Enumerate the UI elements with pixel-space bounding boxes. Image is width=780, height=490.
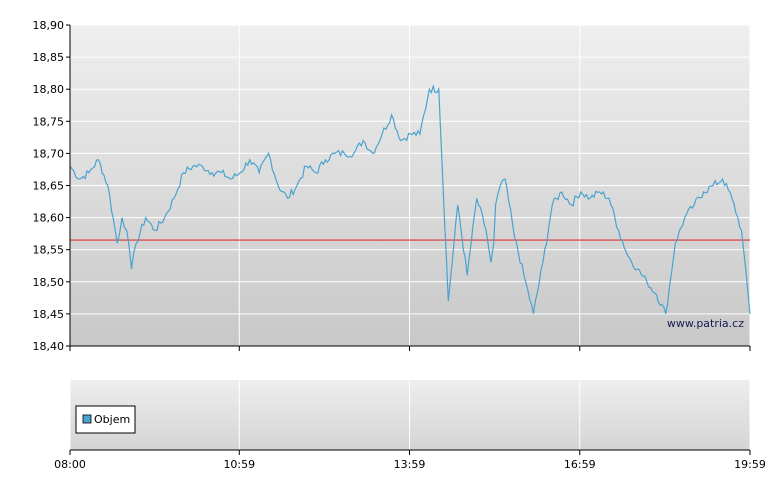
price-y-tick-label: 18,65 xyxy=(33,180,65,193)
price-y-tick-label: 18,45 xyxy=(33,308,65,321)
price-y-tick-label: 18,60 xyxy=(33,212,65,225)
price-y-tick-label: 18,40 xyxy=(33,340,65,353)
price-y-tick-label: 18,90 xyxy=(33,19,65,32)
x-tick-label: 19:59 xyxy=(734,458,766,471)
x-tick-label: 10:59 xyxy=(223,458,255,471)
volume-panel: 08:00 10:59 13:59 16:59 19:59 Objem xyxy=(54,380,766,471)
price-y-tick-label: 18,75 xyxy=(33,115,65,128)
volume-legend: Objem xyxy=(75,405,136,434)
watermark: www.patria.cz xyxy=(667,317,744,330)
x-tick-label: 13:59 xyxy=(394,458,426,471)
legend-label-objem: Objem xyxy=(94,413,130,426)
price-y-tick-label: 18,55 xyxy=(33,244,65,257)
legend-swatch-objem xyxy=(82,414,92,424)
price-y-tick-label: 18,85 xyxy=(33,51,65,64)
x-tick-label: 08:00 xyxy=(54,458,86,471)
volume-x-axis: 08:00 10:59 13:59 16:59 19:59 xyxy=(54,450,766,471)
volume-grid xyxy=(69,380,751,450)
price-series-line xyxy=(69,84,751,315)
price-panel: 18,90 18,85 18,80 18,75 18,70 18,65 18,60 18,55… xyxy=(33,19,751,353)
price-x-ticks xyxy=(69,346,751,351)
price-y-tick-label: 18,70 xyxy=(33,147,65,160)
x-tick-label: 16:59 xyxy=(564,458,596,471)
price-y-tick-label: 18,80 xyxy=(33,83,65,96)
price-y-tick-label: 18,50 xyxy=(33,276,65,289)
price-y-axis: 18,90 18,85 18,80 18,75 18,70 18,65 18,60 18,55… xyxy=(33,19,70,353)
